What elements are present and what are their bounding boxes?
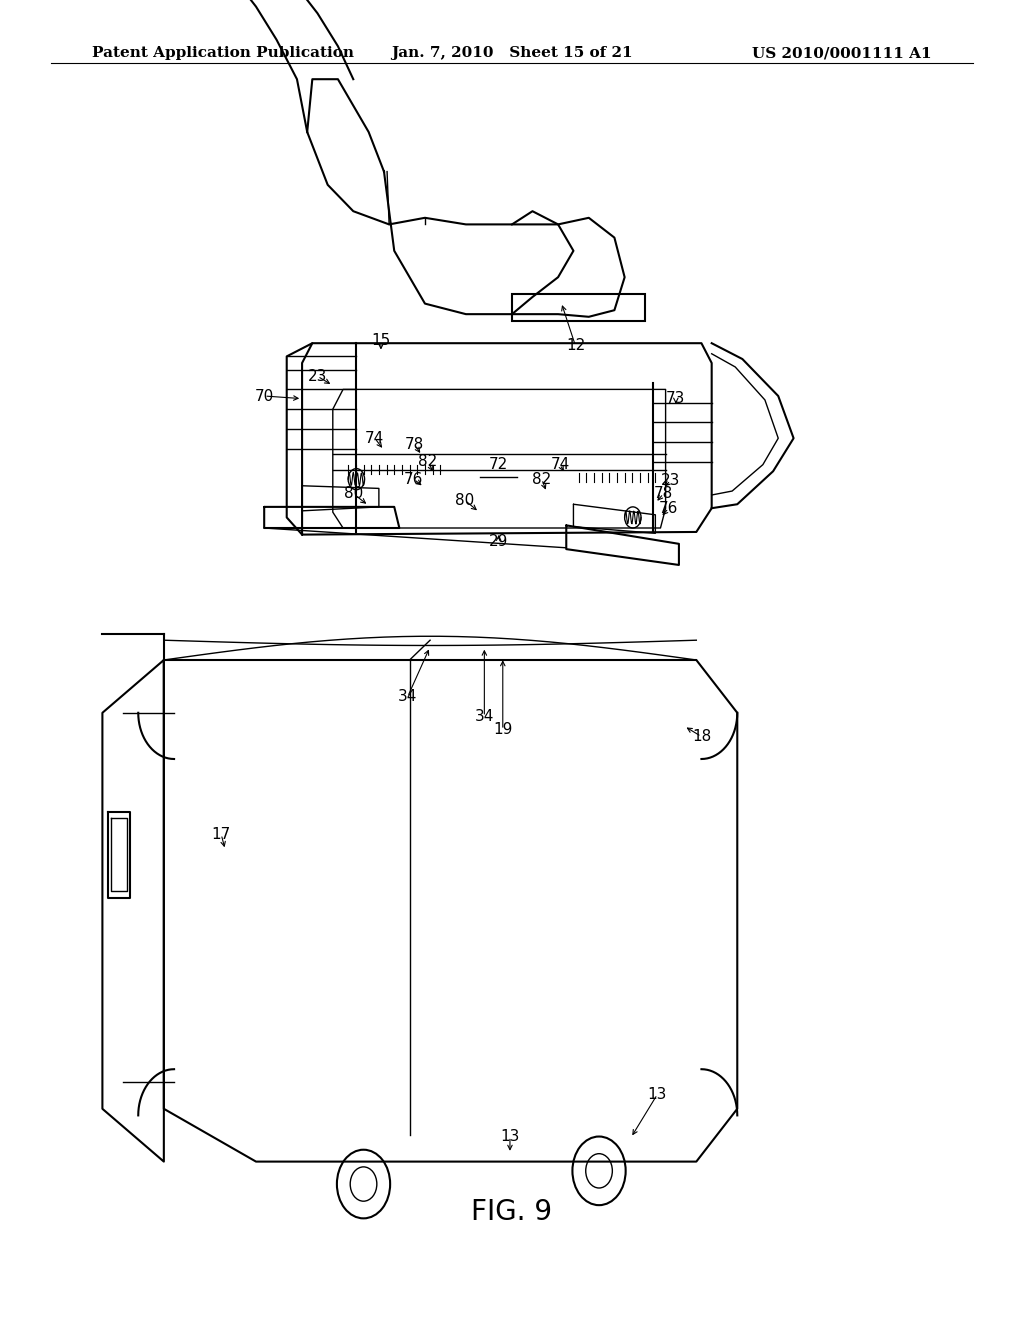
Bar [512, 294, 645, 321]
Text: 80: 80 [456, 492, 474, 508]
Text: 76: 76 [404, 471, 423, 487]
Text: 13: 13 [501, 1129, 519, 1144]
Text: 78: 78 [406, 437, 424, 453]
Text: 23: 23 [308, 368, 327, 384]
Text: 34: 34 [398, 689, 417, 705]
Text: 29: 29 [489, 533, 508, 549]
Text: 34: 34 [475, 709, 494, 725]
Text: 70: 70 [255, 388, 273, 404]
Text: 23: 23 [662, 473, 680, 488]
Text: 73: 73 [667, 391, 685, 407]
Text: 19: 19 [494, 722, 512, 738]
Text: 74: 74 [551, 457, 569, 473]
Text: 12: 12 [566, 338, 585, 354]
Text: 13: 13 [648, 1086, 667, 1102]
Text: US 2010/0001111 A1: US 2010/0001111 A1 [753, 46, 932, 61]
Text: 80: 80 [344, 486, 362, 502]
Text: 76: 76 [659, 500, 678, 516]
Text: 17: 17 [212, 826, 230, 842]
Text: 78: 78 [654, 486, 673, 502]
Text: 15: 15 [372, 333, 390, 348]
Text: FIG. 9: FIG. 9 [471, 1197, 553, 1226]
Text: Patent Application Publication: Patent Application Publication [92, 46, 354, 61]
Text: 74: 74 [366, 430, 384, 446]
Text: 82: 82 [419, 454, 437, 470]
Text: 18: 18 [692, 729, 711, 744]
Text: 72: 72 [489, 457, 508, 473]
Text: Jan. 7, 2010   Sheet 15 of 21: Jan. 7, 2010 Sheet 15 of 21 [391, 46, 633, 61]
Text: 82: 82 [532, 471, 551, 487]
